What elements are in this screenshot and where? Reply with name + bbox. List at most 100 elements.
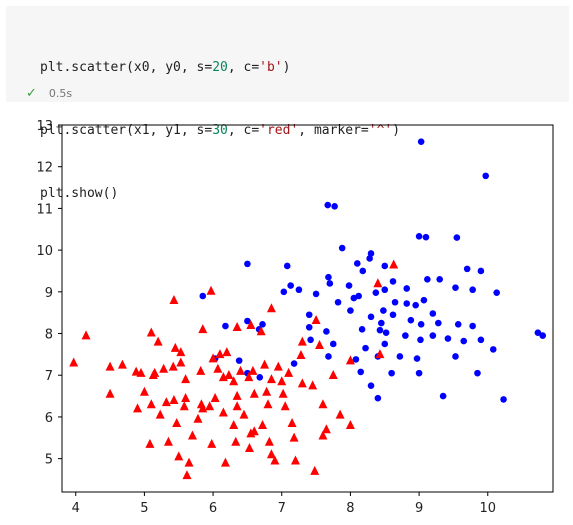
blue-point bbox=[222, 322, 229, 330]
red-triangle-point bbox=[258, 420, 268, 430]
blue-point bbox=[362, 344, 369, 352]
blue-point bbox=[477, 267, 485, 275]
blue-point bbox=[345, 282, 353, 289]
blue-point bbox=[378, 319, 385, 327]
blue-point bbox=[422, 233, 430, 241]
red-triangle-point bbox=[163, 436, 173, 446]
red-triangle-point bbox=[169, 395, 179, 405]
red-triangle-point bbox=[273, 361, 283, 371]
blue-point bbox=[469, 286, 476, 294]
blue-point bbox=[452, 353, 459, 360]
code-token: '^' bbox=[368, 123, 393, 138]
blue-point bbox=[382, 329, 390, 336]
blue-point bbox=[420, 296, 428, 304]
blue-point bbox=[444, 335, 452, 342]
blue-point bbox=[235, 357, 243, 364]
blue-point bbox=[381, 262, 389, 270]
blue-point bbox=[424, 276, 431, 283]
code-line-1: plt.scatter(x0, y0, s=20, c='b') bbox=[40, 57, 400, 78]
x-tick-label: 6 bbox=[209, 501, 217, 516]
blue-point bbox=[329, 340, 337, 348]
red-triangle-point bbox=[105, 388, 115, 398]
blue-point bbox=[244, 317, 251, 325]
red-triangle-point bbox=[205, 401, 215, 411]
red-triangle-point bbox=[290, 455, 300, 465]
blue-point bbox=[489, 346, 497, 353]
blue-point bbox=[407, 316, 415, 324]
red-triangle-point bbox=[345, 355, 355, 365]
blue-point bbox=[412, 301, 419, 309]
blue-point bbox=[353, 260, 361, 267]
blue-point bbox=[366, 255, 373, 262]
blue-point bbox=[367, 250, 375, 257]
red-triangle-point bbox=[170, 342, 180, 352]
blue-point bbox=[352, 356, 360, 363]
red-triangle-point bbox=[155, 409, 165, 419]
blue-point bbox=[338, 244, 346, 252]
red-triangle-point bbox=[266, 303, 276, 313]
red-triangle-point bbox=[389, 259, 399, 269]
red-triangle-point bbox=[287, 417, 297, 427]
blue-point bbox=[334, 298, 342, 306]
blue-point bbox=[283, 262, 291, 270]
red-triangle-point bbox=[145, 438, 155, 448]
code-cell[interactable]: plt.scatter(x0, y0, s=20, c='b') plt.sca… bbox=[6, 6, 569, 201]
red-triangle-point bbox=[181, 392, 191, 402]
blue-point bbox=[539, 332, 546, 339]
red-triangle-point bbox=[148, 370, 158, 380]
blue-point bbox=[305, 311, 313, 319]
red-triangle-point bbox=[266, 374, 276, 384]
red-triangle-point bbox=[280, 401, 290, 411]
red-triangle-point bbox=[232, 322, 242, 332]
blue-point bbox=[396, 353, 404, 360]
red-triangle-point bbox=[297, 336, 307, 346]
blue-point bbox=[295, 286, 303, 294]
y-tick-label: 5 bbox=[45, 453, 53, 468]
blue-point bbox=[460, 337, 468, 345]
red-triangle-point bbox=[263, 399, 273, 409]
red-triangle-point bbox=[278, 388, 288, 398]
blue-point bbox=[256, 374, 264, 381]
red-triangle-point bbox=[224, 370, 234, 380]
red-triangle-point bbox=[176, 347, 186, 357]
blue-point bbox=[435, 319, 442, 327]
blue-point bbox=[477, 336, 485, 344]
y-tick-label: 7 bbox=[45, 369, 53, 384]
blue-point bbox=[259, 321, 266, 328]
y-tick-label: 6 bbox=[45, 411, 53, 426]
code-token: ) bbox=[282, 60, 291, 75]
blue-point bbox=[381, 340, 389, 348]
blue-point bbox=[280, 288, 288, 296]
execution-time: 0.5s bbox=[48, 87, 73, 100]
red-triangle-point bbox=[236, 365, 246, 375]
red-triangle-point bbox=[176, 357, 186, 367]
x-tick-label: 7 bbox=[278, 501, 286, 516]
red-triangle-point bbox=[81, 330, 91, 340]
red-triangle-point bbox=[210, 392, 220, 402]
red-triangle-point bbox=[232, 390, 242, 400]
red-triangle-point bbox=[146, 327, 156, 337]
blue-point bbox=[381, 286, 389, 294]
red-triangle-point bbox=[215, 349, 225, 359]
code-token: , c= bbox=[227, 123, 260, 138]
blue-point bbox=[463, 265, 471, 273]
y-tick-label: 13 bbox=[36, 119, 53, 134]
red-triangle-point bbox=[318, 399, 328, 409]
red-triangle-point bbox=[172, 417, 182, 427]
code-editor[interactable]: plt.scatter(x0, y0, s=20, c='b') plt.sca… bbox=[40, 15, 400, 246]
blue-point bbox=[244, 260, 251, 268]
blue-point bbox=[534, 329, 542, 336]
red-triangle-point bbox=[117, 359, 127, 369]
red-triangle-point bbox=[239, 409, 249, 419]
x-tick-label: 5 bbox=[140, 501, 148, 516]
blue-point bbox=[453, 234, 461, 241]
y-tick-label: 8 bbox=[45, 328, 53, 343]
red-triangle-point bbox=[198, 403, 208, 413]
red-triangle-point bbox=[184, 457, 194, 467]
blue-point bbox=[357, 368, 365, 376]
red-triangle-point bbox=[289, 432, 299, 442]
blue-point bbox=[389, 278, 397, 285]
blue-point bbox=[482, 172, 490, 180]
red-triangle-point bbox=[262, 386, 272, 396]
red-triangle-point bbox=[206, 285, 216, 295]
